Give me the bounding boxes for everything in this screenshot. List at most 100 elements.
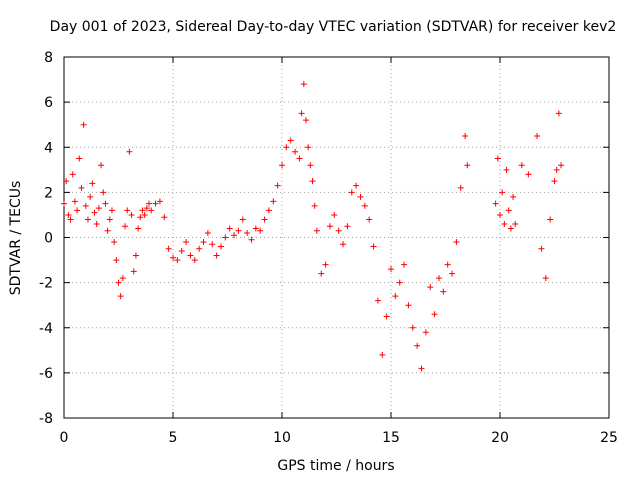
data-point [409,324,416,331]
data-point [244,229,251,236]
data-point [113,257,120,264]
data-point [449,270,456,277]
data-point [196,245,203,252]
data-point [309,178,316,185]
data-point [322,261,329,268]
data-point [499,189,506,196]
x-axis-label: GPS time / hours [277,458,394,474]
data-point [302,117,309,124]
data-point [292,148,299,155]
data-point [510,193,517,200]
data-point [344,223,351,230]
data-point [187,252,194,259]
data-point [152,200,159,207]
data-point [130,268,137,275]
data-point [257,227,264,234]
data-point [353,182,360,189]
data-point [178,248,185,255]
data-point [82,202,89,209]
plot-frame [63,56,610,419]
y-tick-label: 4 [44,140,53,156]
data-point [252,225,259,232]
x-tick-label: 5 [169,430,178,446]
data-point [464,162,471,169]
data-point [93,220,100,227]
data-point [165,245,172,252]
data-point [67,216,74,223]
data-point [143,205,150,212]
y-tick-label: -2 [39,276,53,292]
x-tick-label: 10 [273,430,291,446]
data-point [507,225,514,232]
data-point [126,148,133,155]
data-point [71,198,78,205]
data-point [274,182,281,189]
data-point [335,227,342,234]
data-point [106,216,113,223]
data-point [204,229,211,236]
data-point [418,365,425,372]
data-point [80,121,87,128]
data-point [298,110,305,117]
data-point [542,275,549,282]
data-point [217,243,224,250]
data-point [296,155,303,162]
data-point [108,207,115,214]
data-point [553,166,560,173]
data-point [366,216,373,223]
chart-title: Day 001 of 2023, Sidereal Day-to-day VTE… [50,19,617,35]
data-point [427,284,434,291]
data-point [84,216,91,223]
data-point [135,225,142,232]
y-tick-label: -4 [39,321,53,337]
data-point [183,239,190,246]
y-tick-label: -8 [39,411,53,427]
data-point [137,214,144,221]
data-point [374,297,381,304]
data-point [538,245,545,252]
data-point [148,207,155,214]
data-point [370,243,377,250]
data-point [444,261,451,268]
data-point [200,239,207,246]
data-point [555,110,562,117]
data-point [61,200,67,207]
data-point [222,234,229,241]
data-point [492,200,499,207]
data-point [525,171,532,178]
data-point [518,162,525,169]
data-point [132,252,139,259]
data-point [63,178,70,185]
data-point [396,279,403,286]
axis-ticks: 0 5 10 15 20 25 -8 -6 -4 -2 0 2 4 6 8 [39,50,618,446]
data-point [124,207,131,214]
data-point [270,198,277,205]
data-point [494,155,501,162]
data-point [156,198,163,205]
data-point [361,202,368,209]
data-point [457,184,464,191]
data-points [61,81,565,372]
data-point [392,293,399,300]
data-point [111,239,118,246]
data-point [139,207,146,214]
data-point [102,200,109,207]
data-point [379,351,386,358]
data-point [95,205,102,212]
data-point [331,211,338,218]
data-point [305,144,312,151]
y-axis-label: SDTVAR / TECUs [8,181,24,296]
data-point [104,227,111,234]
y-tick-label: 8 [44,50,53,66]
data-point [161,214,168,221]
data-point [283,144,290,151]
data-point [313,227,320,234]
data-point [239,216,246,223]
data-point [146,200,153,207]
data-point [405,302,412,309]
data-point [435,275,442,282]
data-point [78,184,85,191]
data-point [89,180,96,187]
data-point [505,207,512,214]
